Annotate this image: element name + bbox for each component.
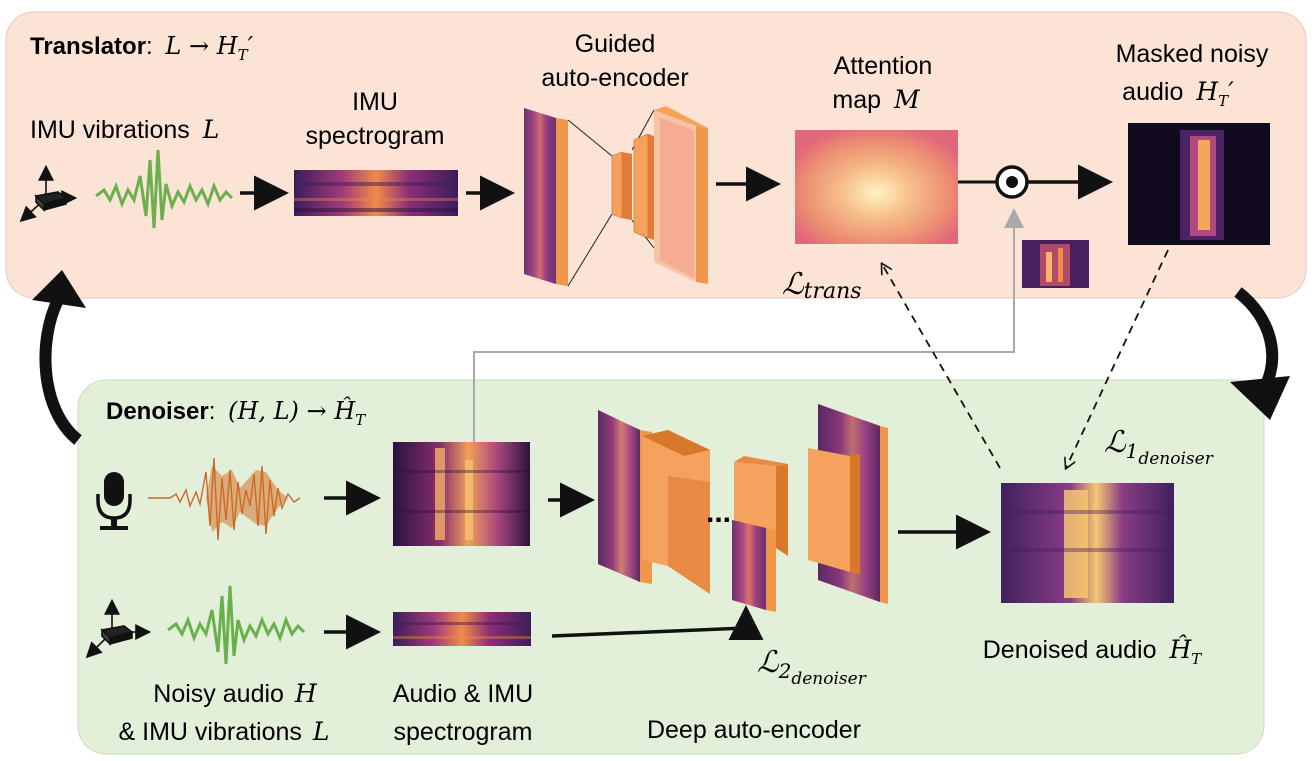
dashed-arrow-to-l1 (1066, 249, 1169, 468)
svg-text:IMU vibrations L: IMU vibrations L (30, 115, 219, 144)
denoiser-title-sub: T (355, 411, 366, 429)
small-audio-spectrogram (1022, 240, 1089, 288)
denoised-audio-label: Denoised audio (983, 636, 1157, 664)
masked-audio-var: H (1195, 77, 1219, 106)
translator-title-prime: ′ (248, 32, 254, 60)
loss1-subsub: denoiser (1138, 449, 1213, 469)
svg-text:& IMU vibrations L: & IMU vibrations L (119, 717, 330, 746)
imu-vibrations-label-2: & IMU vibrations (119, 718, 302, 746)
attention-map (795, 130, 958, 244)
imu-waveform-2 (167, 585, 306, 665)
denoiser-title-colon: : (209, 398, 216, 425)
loss2-sub: 2 (778, 659, 792, 683)
audio-spectrogram (393, 442, 530, 546)
loss2-subsub: denoiser (791, 669, 866, 689)
noisy-audio-var: H (294, 679, 318, 708)
svg-text:ℒ1denoiser: ℒ1denoiser (1104, 425, 1214, 469)
spec-label-2: spectrogram (394, 718, 533, 746)
translator-title-sub: T (238, 46, 249, 64)
masked-audio-sub: T (1218, 92, 1229, 110)
noisy-audio-waveform (148, 457, 301, 541)
spec-label-1: Audio & IMU (393, 680, 533, 708)
masked-noisy-audio-image (1128, 123, 1270, 245)
ellipsis: ... (706, 496, 731, 529)
svg-text:Noisy audio H: Noisy audio H (153, 679, 318, 708)
svg-text:Translator: L → HT′: Translator: L → HT′ (30, 32, 254, 64)
svg-text:ℒ2denoiser: ℒ2denoiser (757, 645, 867, 689)
loss1-symbol: ℒ (1104, 425, 1127, 460)
cycle-arrow-left (39, 297, 82, 445)
deep-ae-label: Deep auto-encoder (647, 716, 861, 744)
translator-title-colon: : (146, 33, 153, 60)
svg-text:Denoised audio ĤT: Denoised audio ĤT (983, 635, 1203, 668)
noisy-audio-label: Noisy audio (153, 680, 284, 708)
guided-ae-label-1: Guided (575, 30, 656, 58)
attention-map-var: M (893, 85, 921, 114)
denoised-audio-var: Ĥ (1168, 635, 1192, 664)
translator-title: Translator (30, 33, 146, 60)
microphone-icon (96, 472, 132, 530)
loss1-sub: 1 (1126, 439, 1139, 463)
multiply-dot (1006, 176, 1018, 188)
loss-trans-symbol: ℒ (782, 267, 805, 302)
imu-spectrogram (294, 170, 458, 216)
cycle-arrow-right-head (1230, 376, 1290, 420)
svg-text:Denoiser: (H, L) → ĤT: Denoiser: (H, L) → ĤT (106, 396, 366, 429)
denoised-audio-image (1001, 483, 1174, 603)
guided-autoencoder (524, 106, 708, 287)
imu-sensor-icon (19, 164, 78, 223)
denoised-audio-sub: T (1191, 650, 1202, 668)
imu-waveform (95, 149, 234, 229)
svg-text:map M: map M (832, 85, 921, 114)
deep-autoencoder: ... (598, 404, 888, 612)
masked-audio-label-2: audio (1122, 78, 1183, 106)
loss-trans-sub: trans (804, 279, 862, 304)
attention-map-label-1: Attention (834, 52, 933, 80)
guided-ae-label-2: auto-encoder (541, 64, 688, 92)
masked-audio-label-1: Masked noisy (1116, 40, 1269, 68)
denoiser-title: Denoiser (106, 398, 209, 425)
imu-spectrogram-2 (393, 612, 531, 646)
dashed-arrow-to-ltrans (882, 264, 1001, 469)
imu-vibrations-var-2: L (312, 717, 330, 746)
masked-audio-prime: ′ (1228, 77, 1234, 106)
imu-vibrations-label: IMU vibrations (30, 116, 190, 144)
arrow-imu-to-deep-ae (551, 605, 764, 640)
loss2-symbol: ℒ (757, 645, 780, 680)
cycle-arrow-right (1234, 287, 1279, 396)
cycle-arrow-left-head (32, 270, 86, 308)
imu-vibrations-var: L (202, 115, 220, 144)
imu-spectrogram-label-1: IMU (352, 88, 398, 116)
svg-text:audio HT′: audio HT′ (1122, 77, 1234, 110)
svg-text:ℒtrans: ℒtrans (782, 267, 862, 304)
imu-spectrogram-label-2: spectrogram (306, 122, 445, 150)
denoiser-title-math: (H, L) → Ĥ (228, 396, 356, 425)
gray-connection-line (473, 208, 1024, 442)
attention-map-label-2: map (832, 86, 881, 114)
imu-sensor-icon-2 (85, 598, 152, 659)
translator-title-math: L → H (164, 32, 238, 60)
